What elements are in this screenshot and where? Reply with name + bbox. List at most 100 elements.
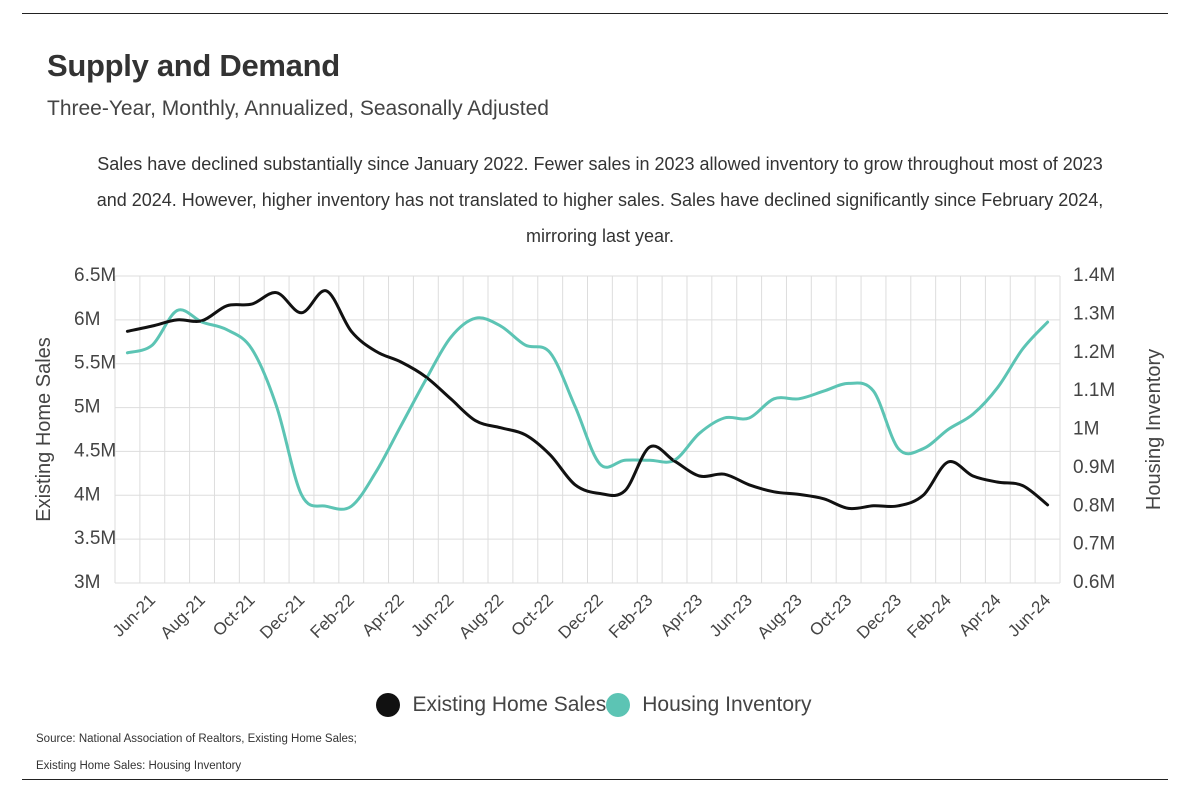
data-point-existing-home-sales [673, 459, 676, 463]
x-tick-label: Apr-23 [657, 590, 707, 640]
data-point-housing-inventory [399, 424, 403, 427]
y2-tick-label: 0.7M [1073, 534, 1115, 555]
data-point-existing-home-sales [996, 480, 1000, 484]
data-point-housing-inventory [499, 324, 502, 328]
data-point-housing-inventory [872, 389, 875, 393]
y-tick-label: 5.5M [74, 353, 116, 374]
data-point-existing-home-sales [175, 318, 179, 322]
y-tick-label: 6.5M [74, 265, 116, 286]
data-point-housing-inventory [151, 343, 154, 347]
y2-tick-label: 1M [1073, 419, 1099, 440]
y-tick-label: 3.5M [74, 528, 116, 549]
series-line-existing-home-sales [125, 289, 1050, 511]
x-tick-label: Dec-22 [555, 590, 607, 642]
y2-tick-label: 0.9M [1073, 457, 1115, 478]
legend-sales-marker [376, 693, 401, 717]
data-point-housing-inventory [275, 405, 278, 408]
data-point-housing-inventory [623, 459, 627, 462]
x-tick-label: Jun-21 [109, 590, 159, 640]
data-point-existing-home-sales [126, 330, 129, 333]
data-point-housing-inventory [698, 432, 701, 435]
data-point-existing-home-sales [374, 350, 378, 353]
data-point-housing-inventory [897, 447, 900, 450]
x-tick-label: Aug-22 [455, 590, 507, 642]
x-tick-label: Apr-24 [955, 590, 1005, 640]
data-point-housing-inventory [524, 343, 527, 347]
data-point-existing-home-sales [151, 324, 154, 328]
data-point-housing-inventory [325, 505, 328, 508]
chart-legend: Existing Home Sales Housing Inventory [0, 693, 1188, 723]
x-tick-label: Aug-23 [754, 590, 806, 642]
chart-title: Supply and Demand [47, 48, 340, 83]
data-point-existing-home-sales [573, 483, 577, 486]
data-point-housing-inventory [548, 351, 552, 354]
x-tick-label: Oct-21 [209, 590, 259, 640]
data-point-housing-inventory [598, 462, 602, 466]
y2-tick-label: 1.2M [1073, 342, 1115, 363]
x-tick-label: Oct-22 [508, 590, 558, 640]
legend-inventory-marker [606, 693, 631, 717]
data-point-existing-home-sales [723, 473, 726, 476]
data-point-existing-home-sales [822, 497, 825, 500]
data-point-housing-inventory [126, 351, 129, 354]
chart-subtitle: Three-Year, Monthly, Annualized, Seasona… [47, 97, 549, 120]
data-point-housing-inventory [847, 382, 850, 385]
data-point-existing-home-sales [524, 433, 527, 436]
y2-axis-title: Housing Inventory [1143, 349, 1165, 510]
x-tick-label: Feb-22 [307, 590, 359, 642]
x-tick-label: Aug-21 [157, 590, 209, 642]
data-point-housing-inventory [723, 416, 726, 420]
data-point-existing-home-sales [1046, 503, 1049, 507]
data-point-housing-inventory [573, 405, 577, 408]
data-point-housing-inventory [474, 317, 477, 320]
y2-tick-label: 1.1M [1073, 380, 1115, 401]
series-line-housing-inventory [125, 308, 1050, 511]
x-tick-label: Feb-23 [605, 590, 657, 642]
data-point-existing-home-sales [747, 483, 751, 486]
legend-item-sales: Existing Home Sales [376, 693, 606, 717]
x-tick-label: Feb-24 [903, 590, 955, 642]
top-rule [22, 13, 1168, 14]
data-point-existing-home-sales [200, 319, 204, 322]
x-tick-label: Dec-23 [853, 590, 905, 642]
data-point-housing-inventory [250, 347, 253, 351]
x-tick-label: Jun-22 [407, 590, 457, 640]
data-point-existing-home-sales [449, 397, 452, 400]
data-point-housing-inventory [822, 389, 825, 393]
data-point-existing-home-sales [1021, 484, 1024, 487]
data-point-existing-home-sales [946, 460, 950, 464]
y-tick-label: 4.5M [74, 440, 116, 461]
x-tick-label: Apr-22 [358, 590, 408, 640]
data-point-existing-home-sales [797, 493, 801, 496]
y2-tick-label: 0.8M [1073, 495, 1115, 516]
x-tick-label: Jun-24 [1004, 590, 1054, 640]
y-tick-label: 5M [74, 397, 100, 418]
data-point-existing-home-sales [971, 474, 975, 478]
data-point-housing-inventory [772, 397, 776, 400]
data-point-existing-home-sales [250, 302, 253, 306]
data-point-housing-inventory [996, 386, 1000, 389]
data-point-housing-inventory [350, 505, 353, 508]
data-point-housing-inventory [1046, 320, 1049, 324]
data-point-housing-inventory [300, 493, 303, 496]
source-line-2: Existing Home Sales: Housing Inventory [36, 760, 242, 772]
legend-item-inventory: Housing Inventory [606, 693, 812, 717]
data-point-existing-home-sales [922, 494, 925, 497]
data-point-existing-home-sales [399, 360, 403, 364]
data-point-existing-home-sales [424, 375, 428, 379]
data-point-existing-home-sales [772, 490, 776, 493]
y-axis-title: Existing Home Sales [33, 337, 55, 522]
data-point-housing-inventory [175, 309, 179, 312]
data-point-existing-home-sales [598, 492, 602, 495]
x-tick-label: Jun-23 [706, 590, 756, 640]
data-point-existing-home-sales [623, 489, 627, 493]
data-point-existing-home-sales [225, 304, 229, 308]
data-point-housing-inventory [449, 336, 452, 339]
y2-tick-label: 0.6M [1073, 572, 1115, 593]
data-point-existing-home-sales [698, 474, 701, 478]
data-point-existing-home-sales [499, 426, 502, 429]
data-point-housing-inventory [648, 459, 651, 462]
chart-annotation: Sales have declined substantially since … [96, 154, 1104, 246]
data-point-existing-home-sales [325, 289, 328, 293]
